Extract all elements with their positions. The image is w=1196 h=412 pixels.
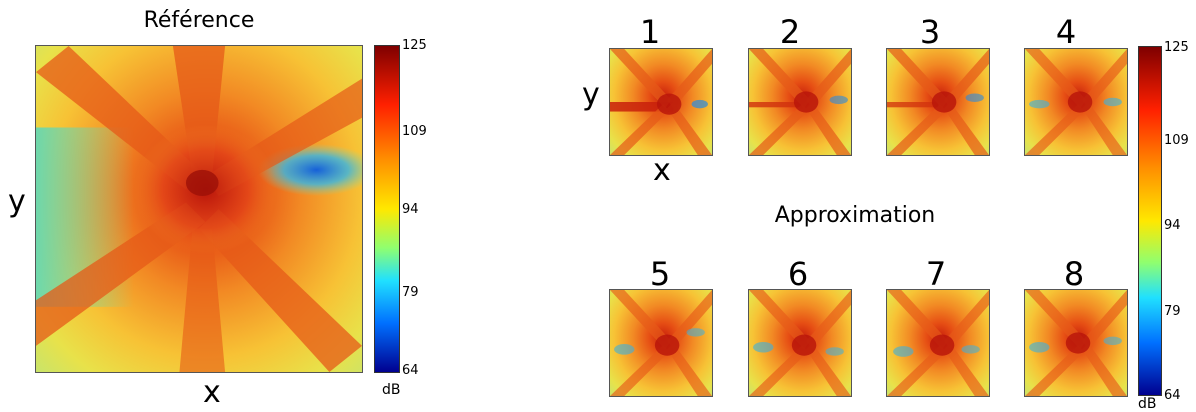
approximation-panel-4 (1024, 48, 1128, 156)
panel-pattern (749, 290, 851, 396)
approximation-panel-3 (886, 48, 990, 156)
reference-x-axis-label: x (203, 375, 221, 410)
panel-number: 3 (919, 13, 941, 51)
approximation-panel-5 (609, 289, 713, 397)
approximation-colorbar-tick: 79 (1164, 304, 1181, 319)
panel-pattern (1025, 49, 1127, 155)
approximation-colorbar-tick: 109 (1164, 133, 1189, 148)
approximation-y-axis-label: y (582, 77, 600, 112)
reference-colorbar-tick: 79 (402, 285, 419, 300)
reference-y-axis-label: y (8, 184, 26, 219)
approximation-colorbar-tick: 125 (1164, 40, 1189, 55)
panel-pattern (887, 290, 989, 396)
panel-number: 7 (925, 255, 947, 293)
reference-colorbar-tick: 125 (402, 38, 427, 53)
panel-number: 1 (639, 13, 661, 51)
approximation-colorbar-tick: 94 (1164, 218, 1181, 233)
reference-colorbar (374, 45, 400, 373)
reference-colorbar-tick: 109 (402, 124, 427, 139)
panel-pattern (749, 49, 851, 155)
reference-title: Référence (143, 8, 255, 33)
panel-pattern (610, 49, 712, 155)
reference-heatmap (35, 45, 363, 373)
reference-colorbar-unit: dB (382, 382, 401, 398)
approximation-panel-2 (748, 48, 852, 156)
panel-pattern (887, 49, 989, 155)
panel-number: 4 (1055, 13, 1077, 51)
panel-number: 5 (649, 255, 671, 293)
reference-colorbar-tick: 64 (402, 363, 419, 378)
approximation-panel-6 (748, 289, 852, 397)
approximation-panel-1 (609, 48, 713, 156)
approximation-panel-7 (886, 289, 990, 397)
approximation-panel-8 (1024, 289, 1128, 397)
approximation-x-axis-label: x (653, 153, 671, 188)
panel-number: 2 (779, 13, 801, 51)
panel-number: 6 (787, 255, 809, 293)
approximation-title: Approximation (774, 203, 936, 228)
reference-colorbar-tick: 94 (402, 202, 419, 217)
reference-heatmap-pattern (36, 46, 362, 372)
panel-number: 8 (1063, 255, 1085, 293)
approximation-colorbar (1138, 46, 1162, 396)
approximation-colorbar-unit: dB (1138, 396, 1157, 412)
panel-pattern (1025, 290, 1127, 396)
approximation-colorbar-tick: 64 (1164, 388, 1181, 403)
panel-pattern (610, 290, 712, 396)
